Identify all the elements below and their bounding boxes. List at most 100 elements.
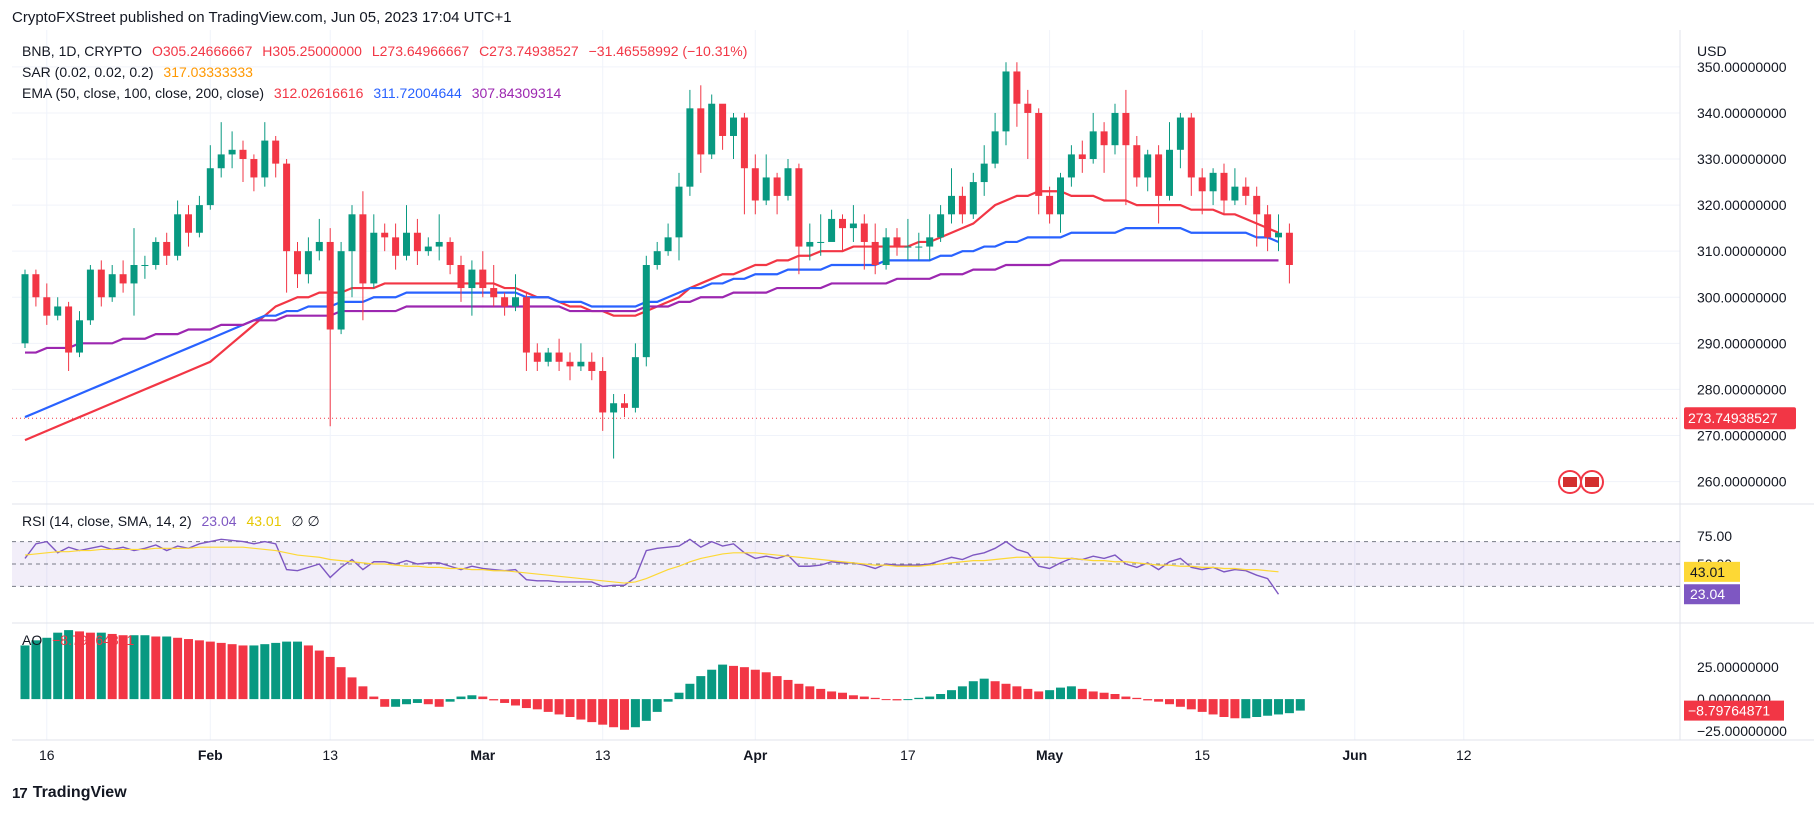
- candle-body: [21, 274, 29, 344]
- ema-label: EMA (50, close, 100, close, 200, close): [22, 85, 265, 101]
- ao-bar: [347, 677, 357, 700]
- ao-bar: [456, 696, 466, 700]
- sar-label: SAR (0.02, 0.02, 0.2): [22, 64, 154, 80]
- ao-bar: [1132, 697, 1142, 700]
- candles: [21, 62, 1293, 459]
- price-tick: 330.00000000: [1697, 151, 1787, 167]
- ao-bar: [238, 645, 248, 700]
- ema200-line: [25, 259, 1279, 354]
- candle-body: [468, 269, 476, 289]
- ao-bar: [1219, 699, 1229, 717]
- candle-body: [860, 223, 868, 242]
- candle-body: [435, 241, 443, 247]
- rsi-tick: 75.00: [1697, 528, 1732, 544]
- ao-bar: [957, 686, 967, 700]
- candle-body: [653, 251, 661, 265]
- ema100-line: [24, 227, 1279, 419]
- candle-body: [795, 168, 803, 247]
- ao-bar: [53, 632, 63, 700]
- time-tick: 13: [322, 747, 338, 763]
- candle-body: [926, 237, 934, 247]
- price-tick: 350.00000000: [1697, 59, 1787, 75]
- candle-body: [424, 246, 432, 252]
- time-tick: 17: [900, 747, 916, 763]
- ao-bar: [249, 645, 259, 700]
- tradingview-footer[interactable]: 17 TradingView: [12, 784, 127, 802]
- ema-legend[interactable]: EMA (50, close, 100, close, 200, close) …: [22, 85, 567, 101]
- candle-body: [991, 131, 999, 164]
- ao-bar: [794, 683, 804, 700]
- candle-body: [163, 241, 171, 256]
- ao-bar: [1208, 699, 1218, 715]
- time-tick: 16: [39, 747, 55, 763]
- candle-body: [588, 361, 596, 371]
- candle-body: [1046, 195, 1054, 215]
- grid: [12, 30, 1680, 740]
- candle-body: [664, 237, 672, 252]
- ao-bar: [467, 695, 477, 700]
- ao-bar: [325, 656, 335, 700]
- candle-body: [261, 140, 269, 178]
- candle-body: [1166, 149, 1173, 196]
- price-tick: 310.00000000: [1697, 243, 1787, 259]
- candle-body: [1209, 172, 1217, 192]
- event-flags: [1558, 470, 1604, 494]
- ao-bar: [576, 699, 586, 720]
- ema200-value: 307.84309314: [471, 85, 562, 101]
- ao-bar: [859, 696, 869, 700]
- ao-tick: −25.00000000: [1697, 723, 1787, 739]
- sar-legend[interactable]: SAR (0.02, 0.02, 0.2) 317.03333333: [22, 64, 259, 80]
- candle-body: [1067, 154, 1075, 178]
- ao-bar: [20, 645, 30, 700]
- ao-bar: [685, 683, 695, 700]
- time-tick: Apr: [743, 747, 768, 763]
- candle-body: [1078, 154, 1086, 160]
- ao-bar: [707, 669, 717, 700]
- ao-bar: [620, 699, 629, 730]
- ao-legend[interactable]: AO −8.79764871: [22, 632, 140, 648]
- pane-dividers: [12, 30, 1814, 741]
- ao-tag-label: −8.79764871: [1688, 703, 1770, 719]
- candle-body: [1024, 103, 1032, 113]
- candle-body: [76, 320, 83, 353]
- candle-body: [337, 251, 345, 330]
- candle-body: [1242, 186, 1250, 196]
- ao-bar: [1066, 686, 1076, 700]
- rsi-legend[interactable]: RSI (14, close, SMA, 14, 2) 23.04 43.01 …: [22, 513, 326, 530]
- ao-bar: [1154, 699, 1164, 702]
- ao-bar: [1197, 699, 1207, 712]
- ao-bar: [380, 699, 390, 707]
- candle-body: [326, 241, 334, 330]
- rsi-sma-line: [24, 546, 1279, 584]
- candle-body: [217, 154, 225, 169]
- ao-bar: [718, 664, 728, 700]
- ao-bar: [543, 699, 553, 712]
- ao-bar: [271, 642, 281, 700]
- candle-body: [294, 251, 301, 275]
- price-tick: 300.00000000: [1697, 289, 1787, 305]
- candle-body: [1122, 112, 1130, 146]
- ao-bar: [1295, 699, 1305, 711]
- ao-bar: [1230, 699, 1240, 719]
- candle-body: [108, 274, 116, 298]
- ao-bar: [1263, 699, 1273, 716]
- ao-bar: [445, 699, 455, 702]
- candle-body: [784, 168, 792, 196]
- candle-body: [708, 103, 716, 155]
- candle-body: [1187, 117, 1195, 178]
- candle-body: [828, 218, 836, 242]
- ao-bar: [336, 667, 346, 700]
- time-tick: Jun: [1342, 747, 1367, 763]
- last-price-tag: [1684, 407, 1796, 430]
- candle-body: [948, 195, 955, 215]
- candle-body: [152, 241, 160, 265]
- symbol-label[interactable]: BNB, 1D, CRYPTO: [22, 43, 143, 59]
- ao-bar: [609, 699, 619, 728]
- time-tick: 13: [595, 747, 611, 763]
- us-flag-icon: [1585, 477, 1599, 487]
- ao-bar: [85, 632, 95, 700]
- candle-body: [1111, 112, 1119, 146]
- candle-body: [1231, 186, 1239, 201]
